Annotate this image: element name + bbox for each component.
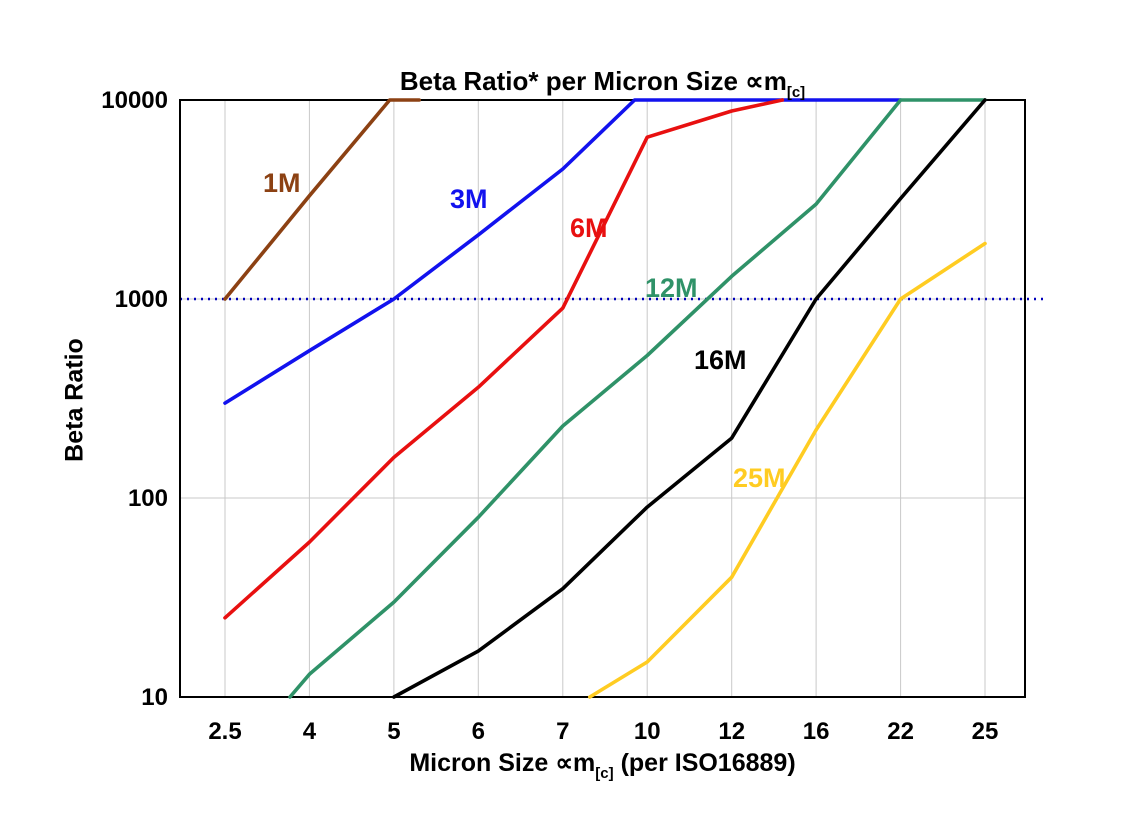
plot-frame xyxy=(179,99,1026,698)
series-label-3M: 3M xyxy=(450,184,488,214)
x-axis-title-subscript: [c] xyxy=(595,765,614,782)
x-tick-label: 12 xyxy=(718,718,745,745)
series-line-25M xyxy=(587,241,987,699)
x-tick-label: 25 xyxy=(972,718,999,745)
series-label-12M: 12M xyxy=(645,273,698,303)
x-tick-label: 6 xyxy=(472,718,485,745)
chart-title-text: Beta Ratio* per Micron Size ∝m xyxy=(399,66,787,96)
y-axis-title: Beta Ratio xyxy=(60,338,89,462)
series-line-12M xyxy=(288,98,987,699)
y-tick-label: 100 xyxy=(128,485,168,512)
x-tick-label: 22 xyxy=(887,718,914,745)
y-tick-label: 1000 xyxy=(115,286,168,313)
series-label-25M: 25M xyxy=(733,463,786,493)
series-line-16M xyxy=(392,98,987,699)
series-line-1M xyxy=(223,98,422,301)
series-label-6M: 6M xyxy=(570,213,608,243)
x-axis-title-text: Micron Size ∝m xyxy=(409,749,596,777)
x-tick-label: 5 xyxy=(387,718,400,745)
chart-title-subscript: [c] xyxy=(786,84,806,101)
x-tick-label: 10 xyxy=(634,718,661,745)
x-tick-label: 2.5 xyxy=(208,718,241,745)
y-tick-label: 10 xyxy=(141,684,168,711)
x-tick-label: 7 xyxy=(556,718,569,745)
x-axis-title-suffix: (per ISO16889) xyxy=(613,749,796,777)
series-label-1M: 1M xyxy=(263,168,301,198)
x-tick-label: 16 xyxy=(803,718,830,745)
chart-title: Beta Ratio* per Micron Size ∝m[c] xyxy=(180,66,1025,101)
x-axis-title: Micron Size ∝m[c] (per ISO16889) xyxy=(180,748,1025,782)
series-label-16M: 16M xyxy=(694,345,747,375)
x-tick-label: 4 xyxy=(303,718,317,745)
series-line-3M xyxy=(223,98,903,405)
y-tick-label: 10000 xyxy=(101,87,168,114)
series-line-6M xyxy=(223,98,785,620)
